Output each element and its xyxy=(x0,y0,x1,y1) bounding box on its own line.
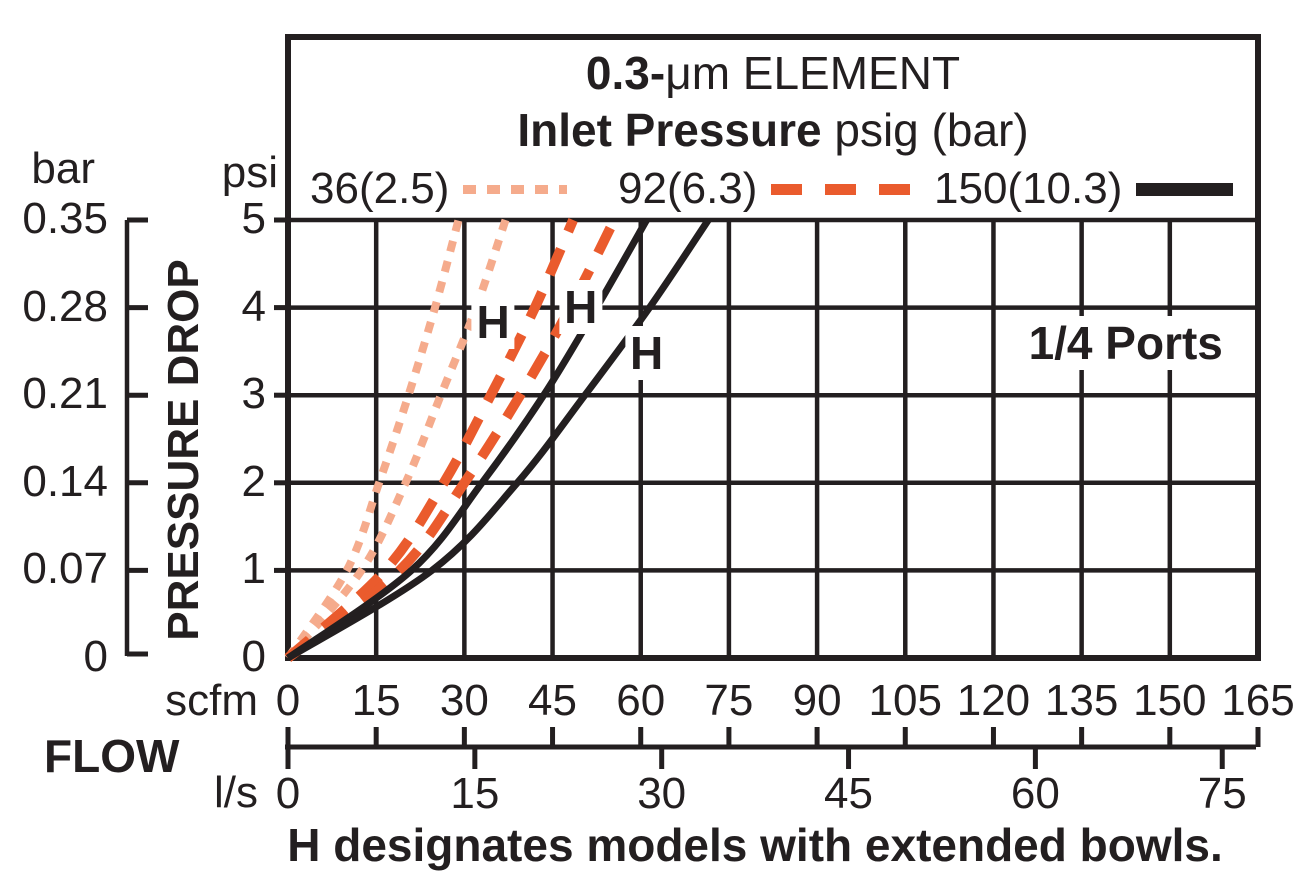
chart-title-regular: μm ELEMENT xyxy=(665,47,961,99)
chart-subtitle: Inlet Pressure psig (bar) xyxy=(288,107,1258,153)
bar-tick-label: 0 xyxy=(83,632,108,681)
psi-tick-label: 3 xyxy=(241,369,266,419)
scfm-unit-label: scfm xyxy=(165,676,258,725)
bar-tick-label: 0.28 xyxy=(22,281,108,331)
scfm-tick-label: 15 xyxy=(351,676,401,725)
plot-border xyxy=(285,34,1261,661)
scfm-tick-label: 150 xyxy=(1133,676,1207,725)
legend-item-150psig: 150(10.3) xyxy=(934,164,1234,213)
scfm-tick-label: 90 xyxy=(792,676,842,725)
psi-tick-label: 1 xyxy=(241,544,266,594)
bar-unit-label: bar xyxy=(31,144,95,193)
scfm-tick-label: 120 xyxy=(956,676,1031,725)
chart-subtitle-bold: Inlet Pressure xyxy=(517,104,822,156)
legend-item-92psig: 92(6.3) xyxy=(618,164,920,213)
chart-title-bold: 0.3- xyxy=(585,47,666,99)
curve-150psig-H xyxy=(286,218,712,661)
psi-tick-label: 4 xyxy=(241,281,266,331)
psi-axis-ticks xyxy=(274,217,288,573)
psi-tick-label: 2 xyxy=(241,456,266,506)
ls-tick-label: 45 xyxy=(824,769,874,818)
legend-label-36psig: 36(2.5) xyxy=(310,164,450,213)
ls-tick-label: 75 xyxy=(1197,769,1247,818)
curves xyxy=(284,217,712,662)
scfm-tick-label: 165 xyxy=(1221,676,1295,725)
scfm-tick-label: 45 xyxy=(528,676,578,725)
legend-line-sample-dashed xyxy=(771,183,920,195)
legend-label-92psig: 92(6.3) xyxy=(618,164,758,213)
ls-tick-label: 30 xyxy=(637,769,687,818)
legend-label-150psig: 150(10.3) xyxy=(934,164,1123,213)
legend-line-sample-solid xyxy=(1136,182,1234,196)
curve-92psig-standard xyxy=(284,218,578,662)
scfm-tick-label: 135 xyxy=(1044,676,1119,725)
legend-line-sample-dotted xyxy=(463,184,568,194)
x-axis-title: FLOW xyxy=(44,730,180,782)
bar-tick-label: 0.35 xyxy=(22,194,108,243)
curve-36psig-standard xyxy=(284,218,463,661)
bar-tick-label: 0.07 xyxy=(22,544,108,594)
scfm-tick-label: 0 xyxy=(275,676,301,725)
psi-unit-label: psi xyxy=(221,148,278,197)
bar-tick-label: 0.14 xyxy=(22,456,108,506)
scfm-tick-label: 60 xyxy=(616,676,666,725)
h-curve-marker: H xyxy=(559,279,603,334)
flow-ruler xyxy=(285,727,1261,769)
chart-subtitle-regular: psig (bar) xyxy=(821,104,1029,156)
h-curve-marker: H xyxy=(624,326,669,381)
ls-unit-label: l/s xyxy=(214,768,258,817)
grid xyxy=(285,34,1261,661)
legend-item-36psig: 36(2.5) xyxy=(310,164,568,213)
scfm-tick-label: 75 xyxy=(704,676,754,725)
ls-tick-label: 60 xyxy=(1010,769,1060,818)
ls-tick-label: 15 xyxy=(450,769,500,818)
ports-size-annotation: 1/4 Ports xyxy=(1022,315,1229,370)
bar-axis-bracket xyxy=(124,217,148,657)
psi-tick-label: 5 xyxy=(241,194,266,243)
curve-92psig-H xyxy=(284,217,619,662)
scfm-tick-label: 30 xyxy=(439,676,489,725)
h-curve-marker: H xyxy=(471,294,515,349)
chart-caption: H designates models with extended bowls. xyxy=(287,819,1223,871)
ls-tick-label: 0 xyxy=(275,769,301,818)
scfm-tick-label: 105 xyxy=(868,676,942,725)
psi-tick-label: 0 xyxy=(241,632,266,681)
chart-title: 0.3-μm ELEMENT xyxy=(288,50,1258,96)
bar-tick-label: 0.21 xyxy=(22,369,108,419)
